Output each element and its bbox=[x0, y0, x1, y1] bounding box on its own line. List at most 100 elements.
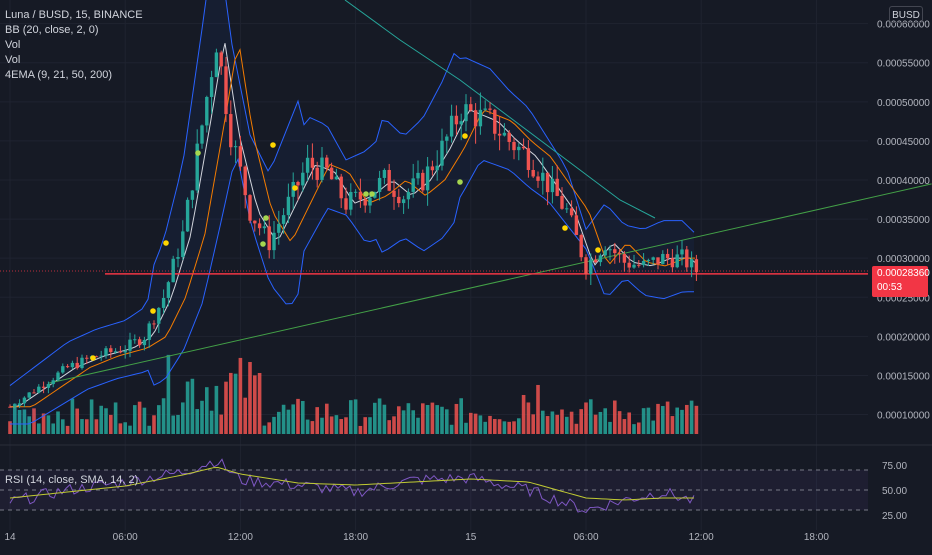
candle-body bbox=[483, 108, 487, 110]
candle-body bbox=[85, 357, 89, 359]
volume-bar bbox=[8, 421, 12, 434]
volume-bar bbox=[229, 372, 233, 434]
volume-bar bbox=[253, 375, 257, 434]
candle-body bbox=[253, 220, 257, 224]
candle-body bbox=[502, 132, 507, 136]
volume-bar bbox=[507, 421, 511, 434]
indicator-volume[interactable]: Vol bbox=[5, 39, 21, 51]
volume-bar bbox=[109, 414, 113, 434]
volume-bar bbox=[363, 417, 367, 434]
volume-bar bbox=[137, 401, 142, 434]
candle-body bbox=[238, 146, 243, 167]
time-tick-label: 12:00 bbox=[689, 532, 714, 543]
volume-bar bbox=[382, 404, 387, 434]
volume-bar bbox=[555, 414, 559, 434]
candle-body bbox=[13, 405, 17, 407]
volume-bar bbox=[593, 414, 598, 434]
candles bbox=[8, 48, 699, 410]
candle-body bbox=[560, 195, 564, 209]
volume-bar bbox=[397, 406, 401, 434]
candle-body bbox=[262, 226, 267, 229]
volume-bar bbox=[637, 422, 641, 434]
volume-bar bbox=[550, 411, 555, 434]
candle-body bbox=[166, 282, 171, 298]
indicator-volume-2[interactable]: Vol bbox=[5, 54, 21, 66]
candle-body bbox=[209, 77, 214, 97]
candle-body bbox=[190, 190, 195, 200]
volume-bar bbox=[368, 417, 372, 434]
volume-bar bbox=[565, 416, 569, 434]
rsi-title[interactable]: RSI (14, close, SMA, 14, 2) bbox=[5, 474, 139, 486]
volume-bar bbox=[305, 419, 310, 434]
price-tick-label: 0.00030000 bbox=[877, 254, 930, 265]
signal-dot bbox=[90, 355, 96, 361]
candle-body bbox=[157, 307, 161, 324]
volume-bar bbox=[51, 423, 55, 434]
candle-body bbox=[651, 257, 655, 260]
volume-bar bbox=[488, 415, 492, 434]
signal-dot bbox=[292, 185, 298, 191]
volume-bar bbox=[65, 425, 70, 434]
candle-body bbox=[195, 143, 199, 191]
indicator-bollinger[interactable]: BB (20, close, 2, 0) bbox=[5, 24, 99, 36]
candle-body bbox=[349, 192, 353, 210]
candle-body bbox=[185, 199, 190, 232]
candle-body bbox=[329, 167, 334, 180]
volume-bar bbox=[334, 415, 339, 434]
volume-bar bbox=[118, 423, 123, 434]
candle-body bbox=[421, 172, 425, 191]
candle-body bbox=[61, 366, 65, 373]
volume-bar bbox=[152, 415, 156, 434]
candle-body bbox=[205, 96, 209, 126]
volume-bar bbox=[181, 402, 185, 434]
signal-dot bbox=[150, 308, 156, 314]
volume-bar bbox=[531, 414, 535, 434]
candle-body bbox=[425, 166, 430, 191]
volume-bar bbox=[502, 421, 507, 434]
candle-body bbox=[397, 196, 401, 204]
volume-bar bbox=[526, 402, 531, 434]
volume-bar bbox=[641, 408, 646, 434]
volume-bar bbox=[113, 402, 118, 434]
volume-bar bbox=[61, 419, 65, 434]
candle-body bbox=[675, 254, 679, 268]
ema-slow-line bbox=[344, 0, 656, 219]
volume-bar bbox=[176, 414, 180, 434]
time-tick-label: 06:00 bbox=[573, 532, 598, 543]
price-tick-label: 0.00060000 bbox=[877, 20, 930, 31]
candle-body bbox=[656, 257, 660, 265]
candle-body bbox=[128, 339, 132, 351]
volume-bar bbox=[680, 409, 684, 434]
candle-body bbox=[622, 253, 627, 263]
signal-dot bbox=[562, 225, 568, 231]
volume-bar bbox=[75, 408, 79, 434]
bollinger-upper bbox=[9, 0, 695, 386]
symbol-title[interactable]: Luna / BUSD, 15, BINANCE bbox=[5, 9, 143, 21]
candle-body bbox=[373, 191, 377, 198]
candle-body bbox=[99, 355, 103, 357]
candle-body bbox=[579, 234, 583, 258]
indicator-ema[interactable]: 4EMA (9, 21, 50, 200) bbox=[5, 69, 113, 81]
price-tick-label: 0.00025000 bbox=[877, 293, 930, 304]
ema-mid-line bbox=[10, 48, 695, 408]
volume-bar bbox=[512, 421, 516, 434]
candle-body bbox=[334, 176, 339, 180]
candle-body bbox=[75, 362, 79, 369]
candle-body bbox=[694, 259, 699, 273]
volume-bar bbox=[315, 407, 319, 434]
candle-body bbox=[243, 166, 247, 196]
candle-body bbox=[325, 157, 329, 168]
volume-bar bbox=[224, 381, 228, 434]
candle-body bbox=[363, 199, 367, 206]
currency-badge[interactable]: BUSD bbox=[889, 6, 923, 23]
candle-body bbox=[545, 172, 550, 193]
candle-body bbox=[353, 191, 358, 193]
candle-body bbox=[147, 323, 151, 340]
signal-dot bbox=[462, 133, 468, 139]
volume-bar bbox=[608, 421, 612, 434]
candle-body bbox=[56, 372, 60, 381]
volume-bar bbox=[349, 400, 353, 434]
volume-bar bbox=[291, 404, 295, 434]
